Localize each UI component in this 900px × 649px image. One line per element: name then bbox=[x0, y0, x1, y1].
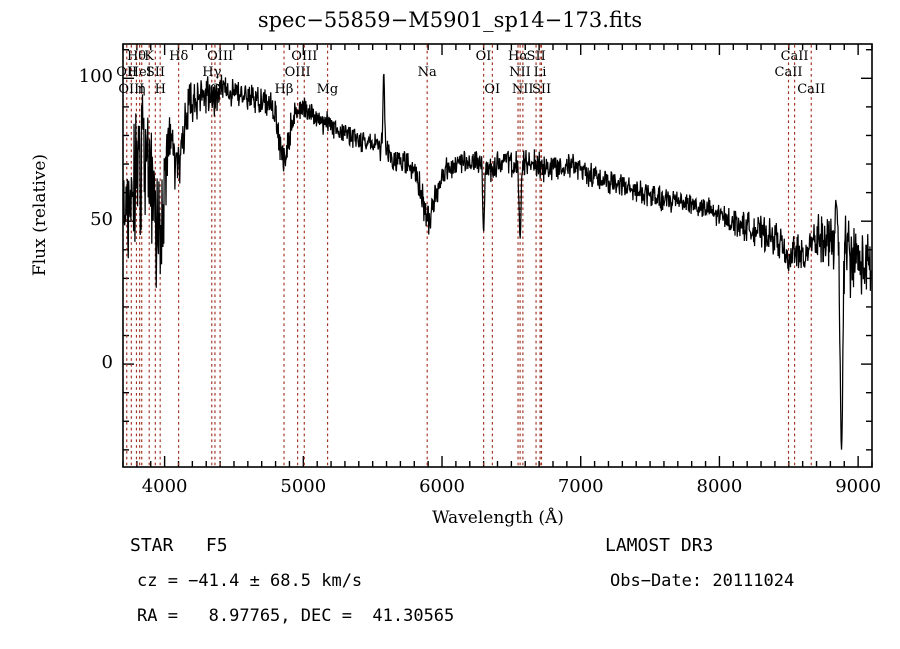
flux-trace bbox=[123, 73, 872, 450]
spectral-line-markers bbox=[126, 45, 812, 466]
spectral-line-label: H bbox=[154, 82, 167, 97]
x-tick-label: 6000 bbox=[419, 476, 465, 497]
x-tick-label: 4000 bbox=[141, 476, 188, 497]
footer-object-class: STAR F5 bbox=[130, 535, 228, 556]
footer-obs-date: Obs−Date: 20111024 bbox=[610, 571, 795, 591]
spectral-line-label: NII bbox=[511, 82, 534, 97]
spectral-line-label: G bbox=[209, 82, 221, 97]
page-title: spec−55859−M5901_sp14−173.fits bbox=[257, 8, 643, 32]
spectral-line-label: CaII bbox=[780, 49, 809, 64]
spectral-line-label: K bbox=[144, 49, 154, 64]
x-tick-label: 5000 bbox=[280, 476, 327, 497]
spectral-line-label: SII bbox=[526, 49, 546, 64]
x-tick-label: 7000 bbox=[557, 476, 604, 497]
x-tick-label: 8000 bbox=[696, 476, 743, 497]
spectral-line-label: SII bbox=[145, 65, 165, 80]
spectral-line-label: Hγ bbox=[202, 65, 222, 80]
footer-survey: LAMOST DR3 bbox=[605, 535, 714, 556]
spectral-line-label: Na bbox=[417, 65, 437, 80]
spectral-line-label: OIII bbox=[118, 82, 145, 97]
spectral-line-label: OII bbox=[116, 65, 138, 80]
x-tick-label: 9000 bbox=[835, 476, 882, 497]
spectral-line-label: OI bbox=[475, 49, 492, 64]
y-tick-label: 100 bbox=[78, 66, 113, 88]
y-tick-label: 50 bbox=[90, 209, 113, 231]
spectral-line-label: Hβ bbox=[274, 82, 294, 97]
footer-coordinates: RA = 8.97765, DEC = 41.30565 bbox=[137, 606, 455, 626]
spectral-line-label: OIII bbox=[291, 49, 318, 64]
spectral-line-label: HeI bbox=[127, 65, 152, 80]
spectral-line-label: SII bbox=[531, 82, 552, 97]
spectral-line-label: Hα bbox=[508, 49, 529, 64]
spectral-line-label: η bbox=[137, 82, 146, 97]
spectral-line-label: CaII bbox=[797, 82, 826, 97]
axis-ticks bbox=[122, 44, 873, 467]
plot-frame bbox=[122, 43, 873, 468]
spectral-line-label: OIII bbox=[284, 65, 311, 80]
spectral-line-label: CaII bbox=[774, 65, 803, 80]
y-axis-title: Flux (relative) bbox=[30, 153, 50, 277]
spectral-line-label: Hθ bbox=[126, 49, 147, 64]
footer-redshift: cz = −41.4 ± 68.5 km/s bbox=[137, 571, 363, 591]
spectral-line-label: NII bbox=[509, 65, 531, 80]
spectral-line-label: Hδ bbox=[169, 49, 189, 64]
y-tick-label: 0 bbox=[101, 352, 113, 374]
spectral-line-label: OI bbox=[484, 82, 501, 97]
spectral-line-label: Mg bbox=[316, 82, 339, 97]
spectral-line-label: OIII bbox=[207, 49, 234, 64]
spectral-line-label: Li bbox=[533, 65, 547, 80]
x-axis-title: Wavelength (Å) bbox=[432, 508, 564, 528]
